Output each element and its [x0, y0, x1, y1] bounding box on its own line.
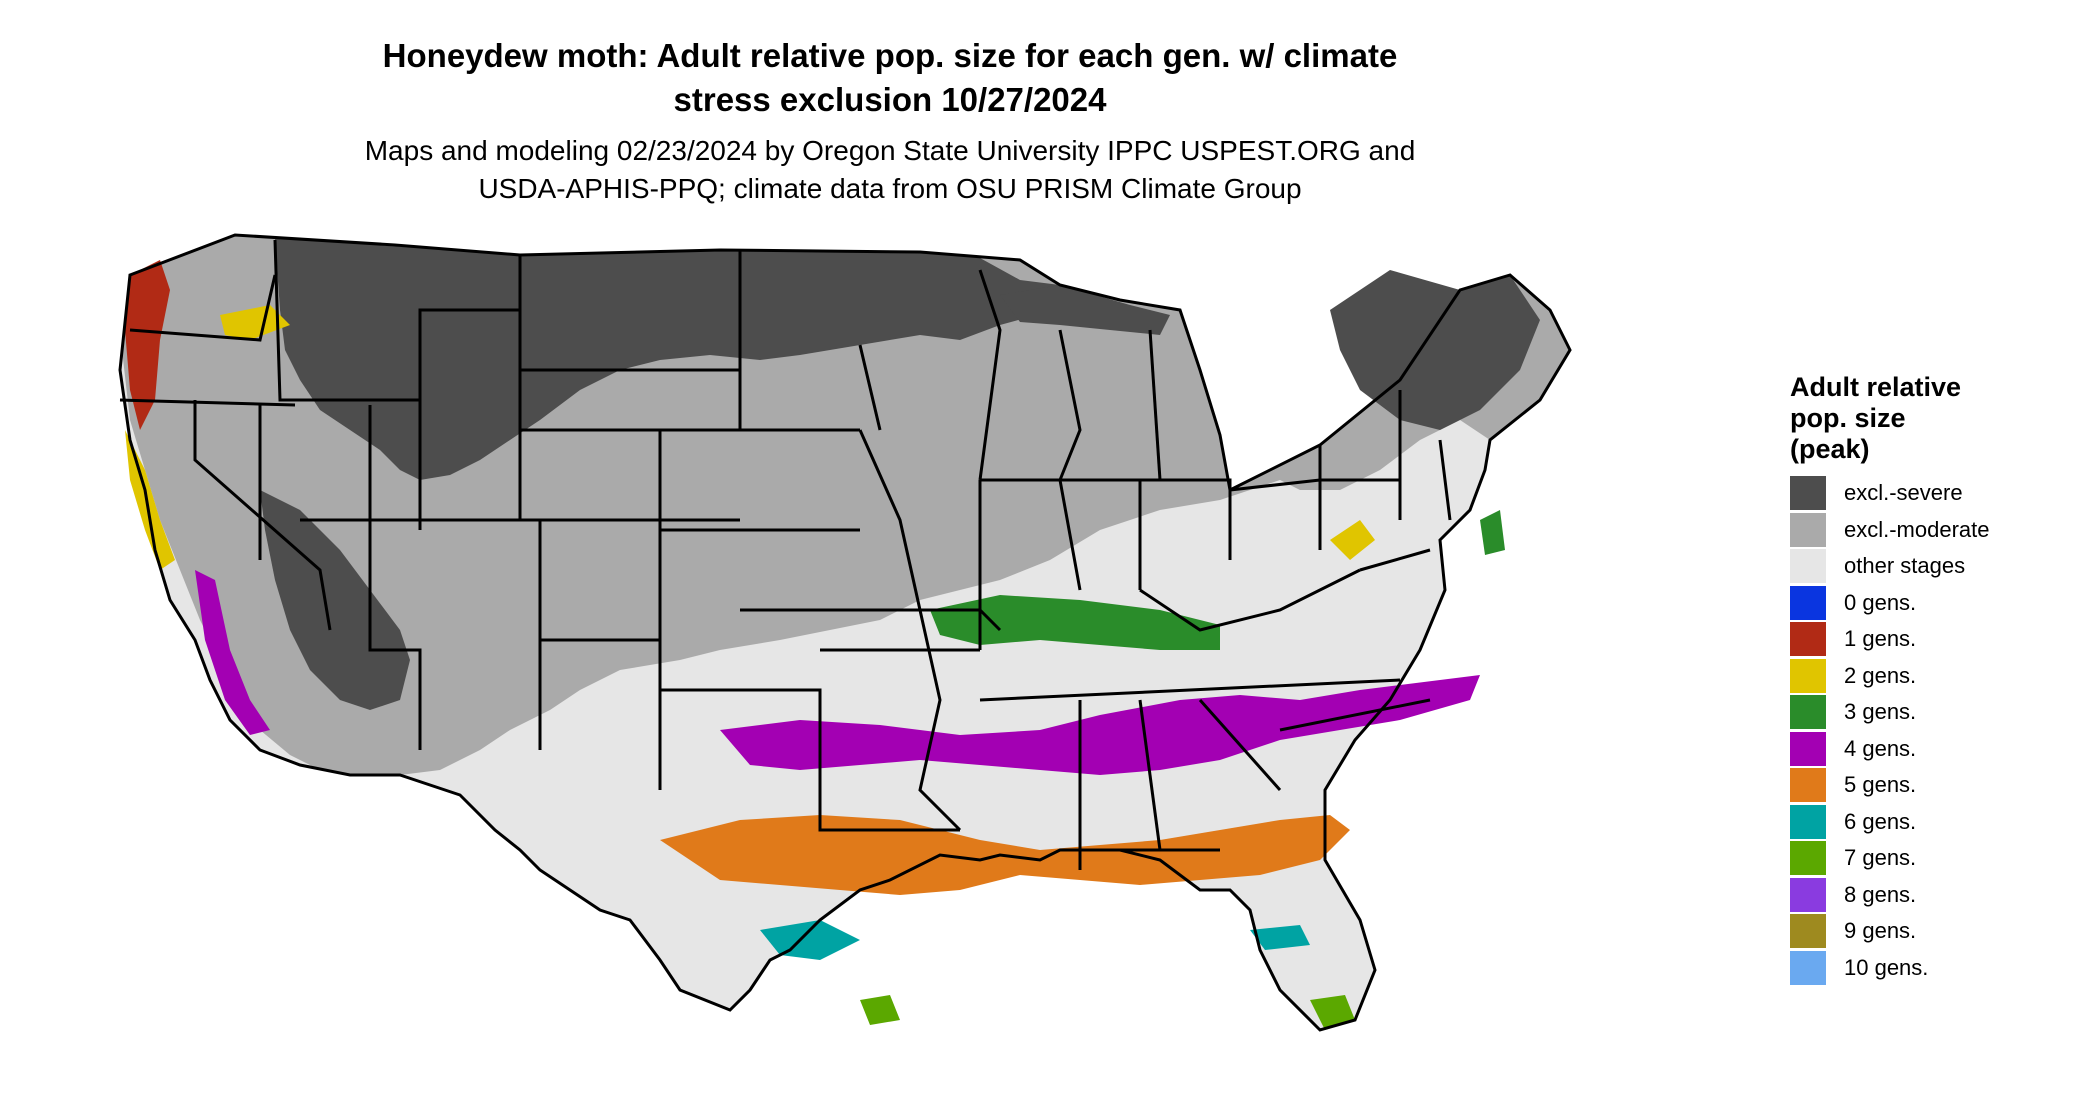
legend-label: excl.-severe	[1844, 480, 1963, 506]
legend-rows: excl.-severe excl.-moderate other stages 0 …	[1790, 475, 2090, 986]
legend-swatch	[1790, 476, 1826, 511]
legend-swatch	[1790, 768, 1826, 803]
legend-label: 0 gens.	[1844, 589, 1917, 615]
map-title: Honeydew moth: Adult relative pop. size …	[290, 34, 1490, 122]
region-2-gen-idaho	[220, 305, 290, 340]
legend-label: 5 gens.	[1844, 772, 1917, 798]
legend-swatch	[1790, 804, 1826, 839]
legend-swatch	[1790, 841, 1826, 876]
legend-item: 5 gens.	[1790, 767, 2090, 804]
map-subtitle-line-2: USDA-APHIS-PPQ; climate data from OSU PR…	[478, 173, 1302, 204]
legend-label: 9 gens.	[1844, 918, 1917, 944]
region-6-gen-florida	[1250, 925, 1310, 950]
region-3-gen-maryland	[1480, 510, 1505, 555]
legend-item: 3 gens.	[1790, 694, 2090, 731]
us-map	[100, 230, 1680, 1110]
legend-item: 8 gens.	[1790, 877, 2090, 914]
legend-label: other stages	[1844, 553, 1966, 579]
legend-item: 0 gens.	[1790, 585, 2090, 622]
legend-label: 8 gens.	[1844, 881, 1917, 907]
legend-item: 9 gens.	[1790, 913, 2090, 950]
legend-item: other stages	[1790, 548, 2090, 585]
legend-swatch	[1790, 731, 1826, 766]
legend-swatch	[1790, 512, 1826, 547]
map-subtitle: Maps and modeling 02/23/2024 by Oregon S…	[290, 132, 1490, 208]
map-title-line-2: stress exclusion 10/27/2024	[673, 81, 1107, 118]
legend-item: 2 gens.	[1790, 658, 2090, 695]
region-4-gen-band	[720, 675, 1480, 775]
legend-swatch	[1790, 914, 1826, 949]
map-title-line-1: Honeydew moth: Adult relative pop. size …	[382, 37, 1398, 74]
legend-label: 2 gens.	[1844, 662, 1917, 688]
region-6-gen-texas	[760, 920, 860, 960]
region-2-gen-east	[1330, 520, 1375, 560]
legend-label: 6 gens.	[1844, 808, 1917, 834]
legend-item: 4 gens.	[1790, 731, 2090, 768]
legend-label: 4 gens.	[1844, 735, 1917, 761]
region-1-gen	[125, 260, 170, 430]
region-3-gen-midwest	[930, 595, 1220, 650]
legend-label: 3 gens.	[1844, 699, 1917, 725]
region-4-gen-west	[195, 570, 270, 735]
region-excl-severe-north	[275, 238, 1060, 480]
region-excl-severe-maine	[1330, 270, 1540, 430]
legend-title: Adult relative pop. size (peak)	[1790, 372, 1962, 464]
legend-swatch	[1790, 585, 1826, 620]
legend-item: excl.-severe	[1790, 475, 2090, 512]
legend-label: 10 gens.	[1844, 954, 1929, 980]
state-boundaries	[118, 233, 1572, 1032]
legend-label: excl.-moderate	[1844, 516, 1990, 542]
map-subtitle-line-1: Maps and modeling 02/23/2024 by Oregon S…	[364, 135, 1416, 166]
legend-item: 10 gens.	[1790, 950, 2090, 987]
legend-swatch	[1790, 950, 1826, 985]
legend: Adult relative pop. size (peak) excl.-se…	[1790, 372, 2090, 986]
legend-label: 7 gens.	[1844, 845, 1917, 871]
legend-swatch	[1790, 622, 1826, 657]
legend-label: 1 gens.	[1844, 626, 1917, 652]
region-7-gen-texas	[860, 995, 900, 1025]
region-excl-severe-upper-michigan	[1000, 285, 1170, 335]
legend-swatch	[1790, 658, 1826, 693]
legend-item: excl.-moderate	[1790, 512, 2090, 549]
legend-item: 7 gens.	[1790, 840, 2090, 877]
legend-swatch	[1790, 549, 1826, 584]
legend-swatch	[1790, 695, 1826, 730]
legend-item: 1 gens.	[1790, 621, 2090, 658]
legend-item: 6 gens.	[1790, 804, 2090, 841]
region-excl-severe-southwest	[260, 490, 410, 710]
legend-swatch	[1790, 877, 1826, 912]
region-7-gen-florida	[1310, 995, 1355, 1030]
